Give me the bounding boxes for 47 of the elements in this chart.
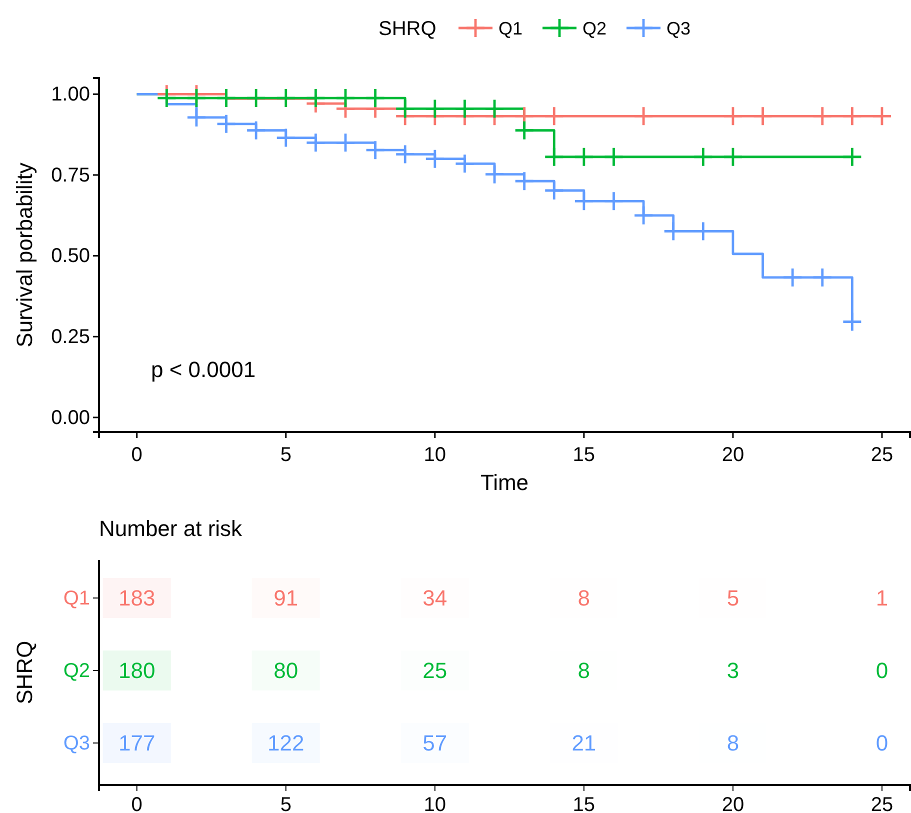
y-tick-label: Q1 [63,587,90,610]
y-axis-title: SHRQ [12,640,37,704]
legend-label: Q2 [582,18,607,38]
x-tick-label: 20 [722,794,744,813]
legend-label: Q3 [666,18,691,38]
y-tick-label: Q3 [63,732,90,754]
data-label: 21 [572,730,596,756]
legend-title: SHRQ [378,18,436,40]
y-tick-label: Q2 [63,660,90,682]
data-label: 122 [268,730,304,756]
data-label: 1 [876,586,888,611]
data-label: 34 [422,586,448,611]
data-label: 8 [578,586,590,611]
y-tick-label: 0.50 [51,245,90,268]
data-label: 91 [274,586,298,611]
data-label: 3 [726,658,740,684]
y-tick-label: 1.00 [51,84,90,106]
y-tick-label: 0.25 [51,326,90,348]
chart-title: Number at risk [99,516,244,541]
x-tick-label: 15 [572,444,596,466]
data-label: 8 [726,730,740,756]
legend-label: Q1 [498,18,523,38]
y-axis-title: Survival porbability [12,162,37,348]
data-label: 180 [118,658,156,684]
data-label: 8 [578,658,590,684]
x-tick-label: 5 [280,444,292,466]
y-tick-label: 0.00 [51,406,90,429]
data-label: 0 [876,658,888,684]
data-label: 57 [422,730,448,756]
x-tick-label: 5 [280,794,292,813]
data-label: 25 [422,658,448,684]
data-label: 0 [876,730,888,756]
x-tick-label: 0 [131,794,142,813]
x-tick-label: 25 [870,794,894,813]
data-label: 183 [118,586,156,611]
x-tick-label: 25 [870,444,894,466]
x-tick-label: 10 [424,444,446,466]
data-label: 80 [274,658,298,684]
x-tick-label: 10 [424,794,446,813]
data-label: 5 [726,586,740,611]
annotation: p < 0.0001 [151,357,256,382]
x-tick-label: 20 [722,444,744,466]
x-axis-title: Time [480,470,529,495]
x-tick-label: 15 [572,794,596,813]
y-tick-label: 0.75 [51,164,90,186]
x-tick-label: 0 [131,444,142,466]
data-label: 177 [118,730,156,756]
